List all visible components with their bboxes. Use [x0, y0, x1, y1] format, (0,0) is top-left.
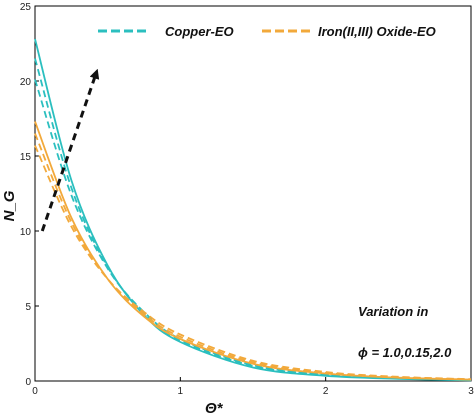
- series-line-copper-1: [34, 58, 472, 381]
- x-tick-label: 0: [32, 386, 38, 397]
- y-tick-label: 20: [20, 77, 32, 88]
- plot-area: [34, 5, 472, 382]
- trend-arrow: [40, 68, 100, 232]
- annotation-line-1: Variation in: [358, 304, 428, 319]
- y-tick-label: 5: [25, 302, 31, 313]
- legend: Copper-EO Iron(II,III) Oxide-EO: [98, 24, 436, 39]
- series-line-copper-2: [34, 79, 472, 381]
- series-layer: [34, 38, 472, 382]
- y-tick-label: 0: [25, 377, 31, 388]
- x-axis-label: Θ*: [205, 400, 224, 417]
- x-tick-label: 1: [178, 386, 184, 397]
- y-axis-label: N_G: [1, 190, 18, 221]
- annotation-line-2: ϕ = 1.0,0.15,2.0: [358, 345, 452, 360]
- series-line-iron-3: [34, 121, 472, 381]
- y-tick-label: 15: [20, 152, 32, 163]
- legend-label-copper: Copper-EO: [165, 24, 234, 39]
- y-tick-label: 25: [20, 2, 32, 13]
- x-tick-label: 2: [323, 386, 329, 397]
- x-tick-label: 3: [468, 386, 474, 397]
- y-tick-label: 10: [20, 227, 32, 238]
- legend-label-iron: Iron(II,III) Oxide-EO: [318, 24, 436, 39]
- axis-ticks: 0 1 2 3 0 5 10 15 20 25: [20, 2, 474, 397]
- series-line-iron-5: [34, 145, 472, 381]
- series-line-iron-4: [34, 133, 472, 381]
